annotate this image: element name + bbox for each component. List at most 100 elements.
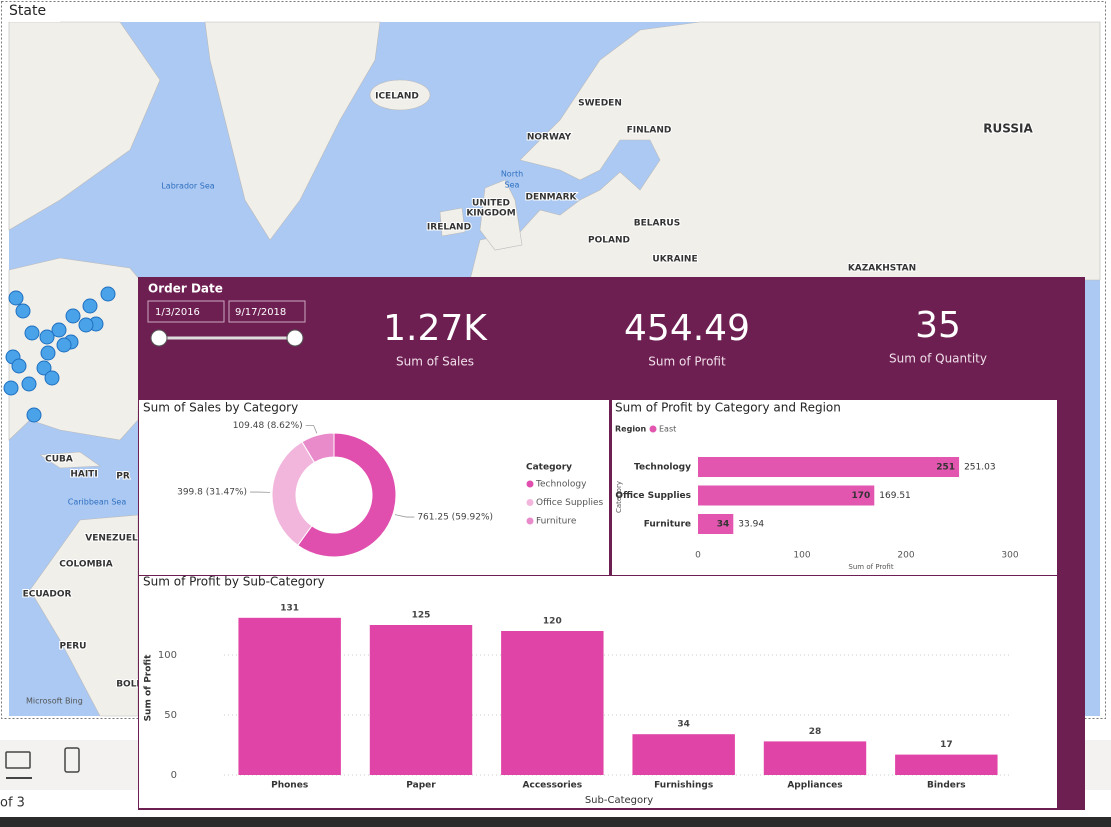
dot[interactable] — [11, 358, 27, 374]
dot[interactable] — [24, 325, 40, 341]
dot[interactable] — [65, 308, 81, 324]
map-label: ECUADOR — [23, 590, 72, 600]
x-tick-label: Binders — [927, 781, 966, 791]
y-axis-title: Category — [615, 481, 623, 513]
land — [204, 21, 381, 241]
card-value: 454.49 — [624, 308, 750, 349]
dot[interactable] — [3, 380, 19, 396]
bar — [698, 457, 960, 477]
x-tick-label: 100 — [793, 551, 810, 561]
donut-slice — [301, 432, 335, 464]
map-label: RUSSIA — [983, 122, 1033, 136]
leader-line — [305, 425, 318, 434]
map-label: Caribbean Sea — [68, 498, 127, 507]
date-box[interactable] — [228, 300, 306, 323]
map-label: NORWAY — [527, 133, 572, 143]
state-dots — [3, 286, 116, 423]
map-label: KINGDOM — [466, 209, 515, 219]
legend-label: Furniture — [536, 517, 577, 527]
dot[interactable] — [44, 370, 60, 386]
dot[interactable] — [8, 290, 24, 306]
bar — [763, 741, 867, 775]
dot[interactable] — [36, 360, 52, 376]
map-label: HAITI — [70, 470, 97, 480]
slider-handle[interactable] — [150, 329, 168, 347]
data-label: 251.03 — [964, 463, 996, 473]
map-label: UKRAINE — [652, 255, 697, 265]
data-label: 169.51 — [879, 491, 911, 501]
page-count: of 3 — [0, 796, 25, 811]
slider-handle[interactable] — [286, 329, 304, 347]
bar — [238, 617, 341, 775]
desktop-view-icon[interactable] — [5, 751, 31, 769]
land — [479, 179, 523, 251]
dot[interactable] — [100, 286, 116, 302]
land — [469, 21, 1101, 281]
x-axis-title: Sub-Category — [585, 795, 653, 806]
bar — [501, 631, 604, 775]
data-label: 761.25 (59.92%) — [417, 513, 493, 523]
map-label: PERU — [60, 642, 87, 652]
dot[interactable] — [26, 407, 42, 423]
x-tick-label: Accessories — [523, 781, 583, 791]
dot[interactable] — [21, 376, 37, 392]
dot[interactable] — [56, 337, 72, 353]
x-tick-label: 0 — [695, 551, 701, 561]
map-label: KAZAKHSTAN — [848, 264, 916, 274]
map-label: BOLI — [116, 680, 140, 690]
map-label: POLAND — [588, 236, 630, 246]
mobile-view-icon[interactable] — [64, 747, 80, 773]
legend-swatch — [526, 517, 534, 525]
data-label-inner: 170 — [851, 491, 870, 501]
map-label: IRELAND — [427, 223, 471, 233]
dot[interactable] — [39, 329, 55, 345]
bar — [895, 754, 998, 775]
data-label: 120 — [543, 617, 562, 627]
end-date: 9/17/2018 — [235, 307, 286, 318]
map-label: UNITED — [472, 199, 510, 209]
x-tick-label: 200 — [897, 551, 914, 561]
map-label: Labrador Sea — [161, 182, 214, 191]
data-label: 28 — [809, 727, 822, 737]
dot[interactable] — [82, 298, 98, 314]
x-tick-label: 300 — [1001, 551, 1018, 561]
data-label: 17 — [940, 740, 953, 750]
legend-title: Category — [526, 463, 572, 473]
x-tick-label: Paper — [406, 781, 436, 791]
land — [8, 21, 161, 231]
legend-swatch — [649, 425, 657, 433]
start-date: 1/3/2016 — [155, 307, 200, 318]
bar — [698, 485, 875, 506]
legend-swatch — [526, 499, 534, 506]
chart-title: Sum of Profit by Category and Region — [615, 401, 841, 415]
y-tick-label: 50 — [164, 710, 177, 721]
data-label: 109.48 (8.62%) — [233, 421, 303, 431]
dot[interactable] — [78, 317, 94, 333]
map-attribution: Microsoft Bing — [26, 697, 83, 706]
data-label: 34 — [677, 720, 690, 730]
map-label: COLOMBIA — [59, 560, 112, 570]
dot[interactable] — [15, 303, 31, 319]
map-label: FINLAND — [627, 126, 672, 136]
y-tick-label: Technology — [634, 463, 691, 473]
dot[interactable] — [40, 345, 56, 361]
chart-title: Sum of Profit by Sub-Category — [143, 575, 325, 589]
data-label-inner: 34 — [717, 520, 730, 530]
card-value: 1.27K — [383, 308, 488, 349]
date-box[interactable] — [147, 300, 225, 323]
data-label: 33.94 — [738, 520, 764, 530]
slicer-title: Order Date — [148, 282, 223, 296]
data-label: 399.8 (31.47%) — [177, 488, 247, 498]
dot[interactable] — [51, 322, 67, 338]
bar — [369, 625, 473, 775]
bar — [698, 514, 734, 534]
card-label: Sum of Profit — [648, 355, 726, 369]
map-label: VENEZUELA — [85, 534, 145, 544]
land — [439, 207, 466, 237]
map-label: DENMARK — [526, 193, 578, 203]
leader-line — [394, 514, 415, 518]
data-label-inner: 251 — [936, 463, 955, 473]
y-tick-label: 0 — [171, 770, 177, 781]
map-label: North — [501, 170, 523, 179]
x-tick-label: Phones — [271, 781, 308, 791]
